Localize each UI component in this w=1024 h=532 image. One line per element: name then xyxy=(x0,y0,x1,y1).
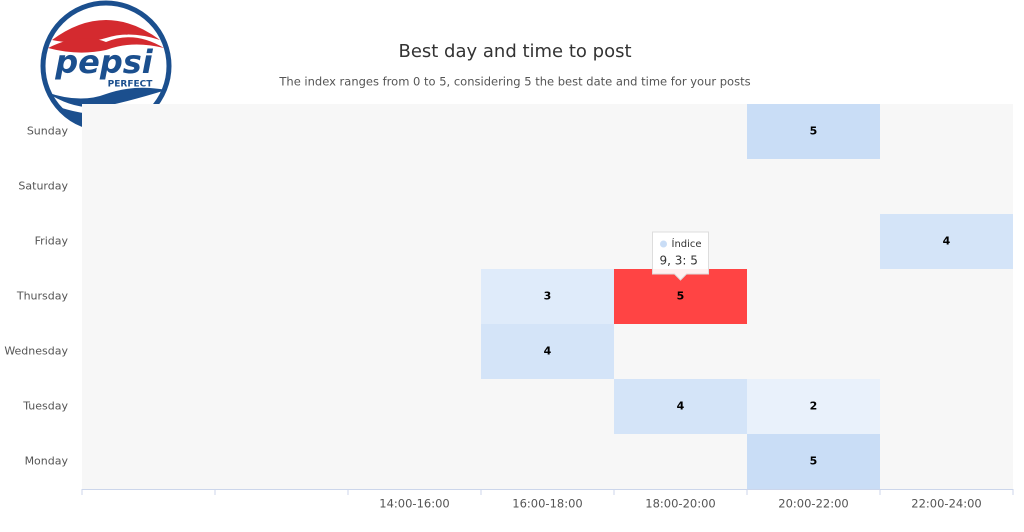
logo: pepsi PERFECT xyxy=(40,0,172,132)
chart-title: Best day and time to post xyxy=(398,41,631,62)
logo-tagline: PERFECT xyxy=(108,80,154,90)
x-tick-label: 18:00-20:00 xyxy=(645,497,715,511)
data-label: 4 xyxy=(677,400,685,413)
data-label: 3 xyxy=(544,290,552,303)
y-tick-label: Saturday xyxy=(18,180,68,193)
logo-wave-red xyxy=(52,20,160,43)
data-label: 4 xyxy=(943,235,951,248)
heat-cell xyxy=(747,434,880,489)
logo-name: pepsi xyxy=(54,43,154,81)
tooltip-text: 9, 3: 5 xyxy=(660,254,698,268)
logo-wave-red xyxy=(48,37,164,53)
data-label: 5 xyxy=(810,125,818,138)
logo-wave-blue xyxy=(46,87,166,108)
x-tick-label: 22:00-24:00 xyxy=(911,497,981,511)
x-tick-label: 16:00-18:00 xyxy=(512,497,582,511)
heat-cell xyxy=(747,104,880,159)
data-label: 5 xyxy=(810,455,818,468)
heat-cell xyxy=(880,214,1013,269)
tooltip-marker xyxy=(660,240,667,248)
x-tick-label: 14:00-16:00 xyxy=(379,497,449,511)
data-label: 2 xyxy=(810,400,818,413)
y-tick-label: Tuesday xyxy=(22,400,68,413)
y-tick-label: Wednesday xyxy=(4,345,68,358)
data-label: 5 xyxy=(677,290,685,303)
heat-cell xyxy=(481,269,614,324)
y-tick-label: Thursday xyxy=(16,290,69,303)
chart-subtitle: The index ranges from 0 to 5, considerin… xyxy=(278,75,750,89)
y-tick-label: Monday xyxy=(25,455,69,468)
y-tick-label: Friday xyxy=(35,235,69,248)
y-tick-label: Sunday xyxy=(27,125,69,138)
tooltip-series: Índice xyxy=(672,237,702,250)
heat-cell xyxy=(747,379,880,434)
heat-cell xyxy=(481,324,614,379)
heat-cell xyxy=(614,379,747,434)
x-tick-label: 20:00-22:00 xyxy=(778,497,848,511)
data-label: 4 xyxy=(544,345,552,358)
